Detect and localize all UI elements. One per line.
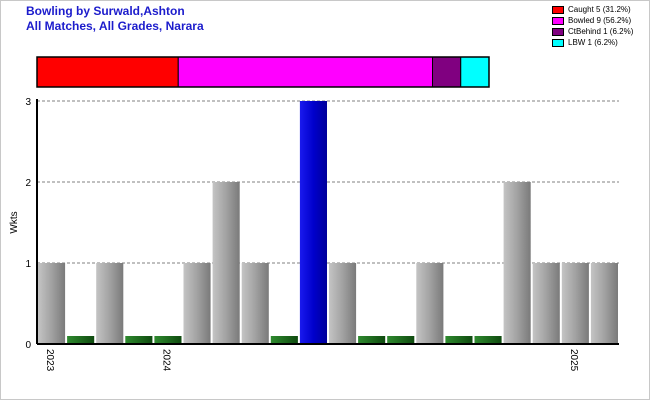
bar-zero (445, 336, 473, 344)
bar-zero (387, 336, 415, 344)
bar (329, 263, 357, 344)
legend: Caught 5 (31.2%) Bowled 9 (56.2%) CtBehind… (552, 4, 633, 48)
legend-label: Caught 5 (31.2%) (568, 5, 631, 14)
legend-label: Bowled 9 (56.2%) (568, 16, 632, 25)
y-tick-label: 0 (25, 340, 31, 351)
bar (96, 263, 124, 344)
x-tick-label: 2025 (568, 349, 579, 372)
bar (299, 101, 327, 344)
y-tick-label: 3 (25, 97, 31, 108)
x-tick-label: 2023 (44, 349, 55, 372)
legend-swatch (552, 38, 564, 47)
legend-item: Bowled 9 (56.2%) (552, 15, 633, 26)
bar-zero (474, 336, 502, 344)
bar (561, 263, 589, 344)
breakdown-segment (432, 56, 462, 88)
bar (503, 182, 531, 344)
breakdown-border (36, 56, 490, 88)
bar (241, 263, 269, 344)
bar (212, 182, 240, 344)
bar-zero (67, 336, 95, 344)
bar (38, 263, 66, 344)
breakdown-segment (460, 56, 490, 88)
legend-label: LBW 1 (6.2%) (568, 38, 618, 47)
y-tick-label: 2 (25, 178, 31, 189)
legend-item: Caught 5 (31.2%) (552, 4, 633, 15)
bar (416, 263, 444, 344)
breakdown-segment (177, 56, 433, 88)
legend-swatch (552, 5, 564, 14)
y-axis-label: Wkts (9, 211, 20, 233)
y-tick-label: 1 (25, 259, 31, 270)
bar-zero (270, 336, 298, 344)
breakdown-segment (36, 56, 179, 88)
bar (183, 263, 211, 344)
legend-item: LBW 1 (6.2%) (552, 37, 633, 48)
bar-zero (358, 336, 386, 344)
bar-zero (154, 336, 182, 344)
legend-swatch (552, 16, 564, 25)
bar-zero (125, 336, 153, 344)
chart-subtitle: All Matches, All Grades, Narara (26, 19, 204, 33)
bar (590, 263, 618, 344)
x-tick-label: 2024 (160, 349, 171, 372)
legend-label: CtBehind 1 (6.2%) (568, 27, 634, 36)
bar (532, 263, 560, 344)
legend-swatch (552, 27, 564, 36)
legend-item: CtBehind 1 (6.2%) (552, 26, 633, 37)
chart-title: Bowling by Surwald,Ashton (26, 4, 185, 18)
